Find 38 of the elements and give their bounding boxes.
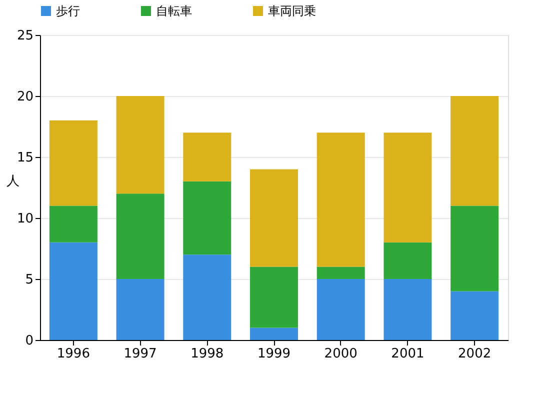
bar <box>49 206 98 242</box>
x-tick-label: 1998 <box>190 346 224 362</box>
y-tick-label: 15 <box>16 150 34 166</box>
x-tick-label: 2000 <box>324 346 358 362</box>
bar <box>250 266 298 328</box>
bar <box>183 132 232 182</box>
bar <box>384 132 432 242</box>
x-tick-label: 1997 <box>124 346 157 362</box>
y-axis-title: 人 <box>6 174 20 189</box>
bar <box>450 96 499 206</box>
bar <box>450 291 499 340</box>
legend-label: 歩行 <box>56 4 80 18</box>
y-tick-label: 20 <box>16 90 34 104</box>
bar <box>49 120 98 206</box>
bar <box>316 279 365 340</box>
bar <box>250 169 298 267</box>
bar <box>183 254 232 340</box>
bar <box>384 242 432 279</box>
y-tick-label: 5 <box>25 272 34 288</box>
x-tick-label: 1996 <box>56 346 90 362</box>
bar <box>116 194 164 279</box>
x-tick-label: 2002 <box>458 346 492 362</box>
bar <box>116 96 164 194</box>
bar <box>183 181 232 255</box>
y-tick-label: 25 <box>16 28 34 44</box>
legend-label: 自転車 <box>156 4 192 18</box>
y-tick-label: 10 <box>16 212 34 226</box>
bar <box>384 279 432 340</box>
bar <box>450 206 499 292</box>
bar <box>116 279 164 340</box>
bar <box>250 328 298 340</box>
x-tick-label: 2001 <box>391 346 424 362</box>
legend-label: 車両同乗 <box>268 4 316 18</box>
x-tick-label: 1999 <box>257 346 291 362</box>
bar <box>49 242 98 340</box>
bar <box>316 132 365 267</box>
bar <box>316 266 365 279</box>
y-tick-label: 0 <box>25 334 34 348</box>
